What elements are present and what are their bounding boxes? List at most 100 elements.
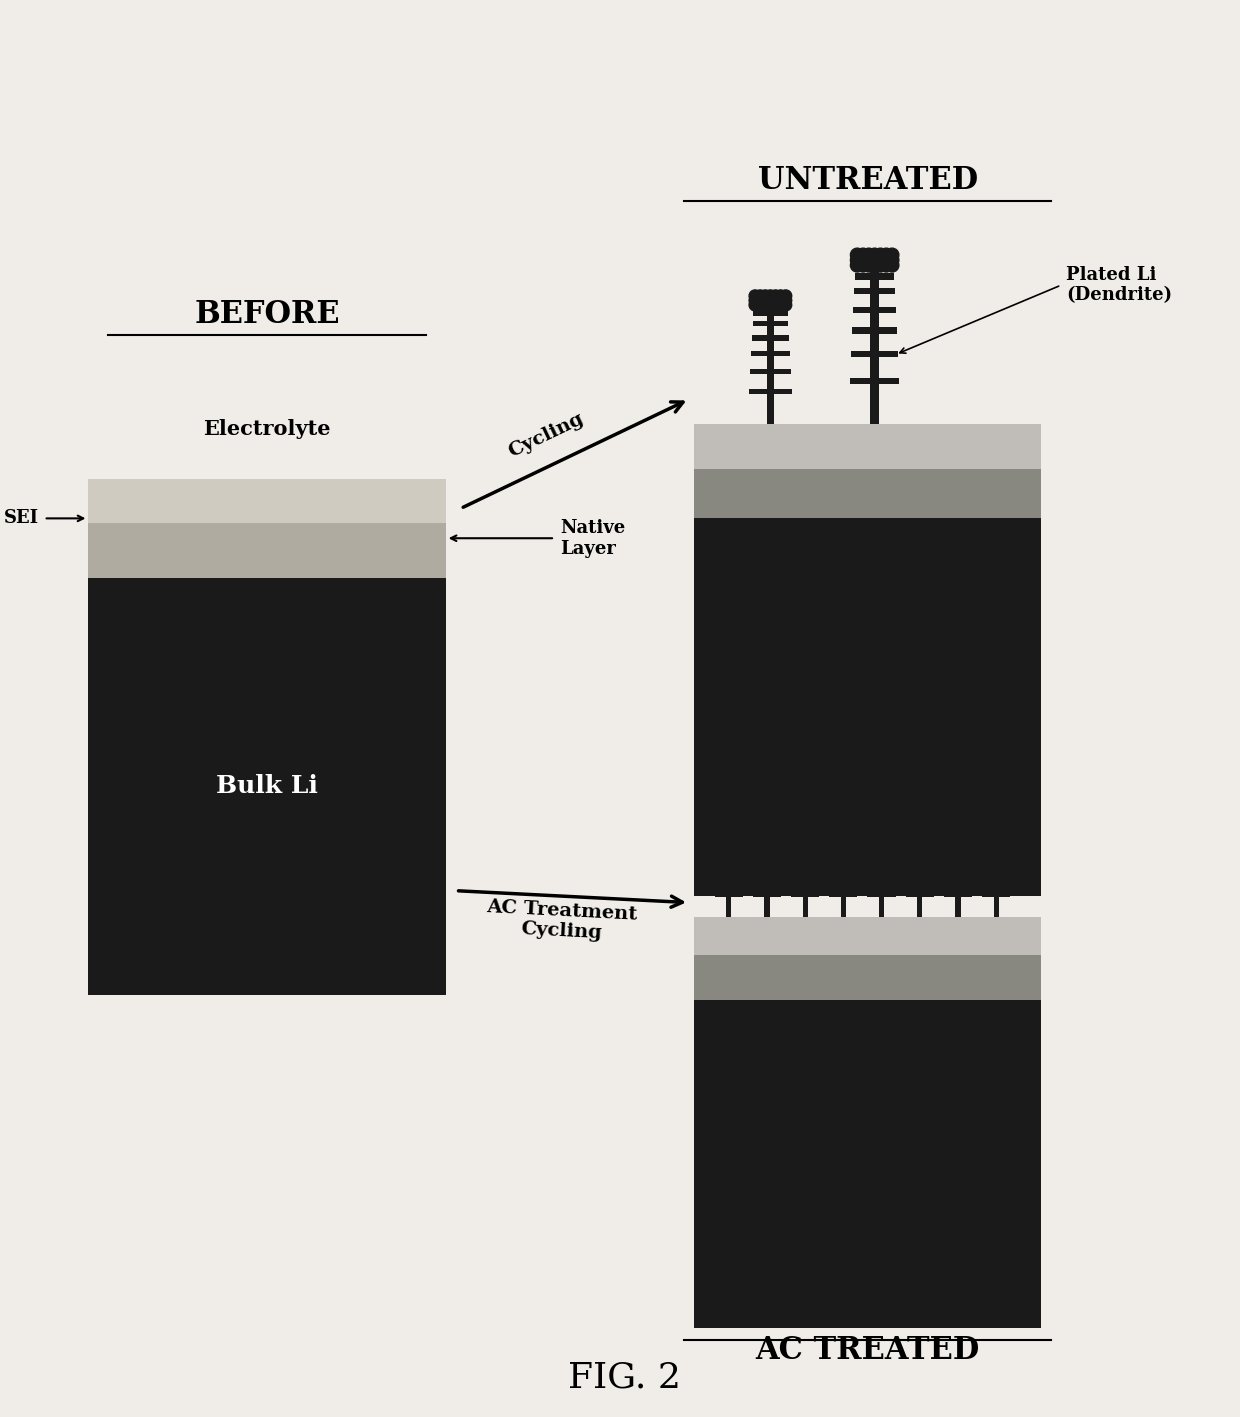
Bar <box>830 876 841 880</box>
Bar <box>852 327 870 333</box>
Circle shape <box>911 843 920 853</box>
Circle shape <box>763 843 771 853</box>
Bar <box>853 307 870 313</box>
Circle shape <box>835 843 844 853</box>
Bar <box>983 862 993 866</box>
Bar <box>770 862 780 866</box>
Circle shape <box>885 248 899 262</box>
Bar <box>879 847 884 917</box>
Circle shape <box>808 843 817 853</box>
Bar <box>961 893 972 897</box>
Bar <box>851 351 870 357</box>
Bar <box>770 852 780 854</box>
Bar <box>999 876 1009 880</box>
Bar <box>732 876 743 880</box>
Bar <box>983 852 993 854</box>
Bar <box>868 876 879 880</box>
Bar <box>846 893 858 897</box>
Bar <box>694 469 1042 519</box>
Bar <box>849 378 870 384</box>
Bar <box>694 955 1042 1000</box>
Circle shape <box>754 290 766 302</box>
Circle shape <box>749 290 761 302</box>
Bar <box>906 862 918 866</box>
Bar <box>918 847 923 917</box>
Circle shape <box>862 254 875 266</box>
Bar <box>714 893 727 897</box>
Bar <box>999 852 1009 854</box>
Circle shape <box>985 840 993 849</box>
Bar <box>961 876 972 880</box>
Bar <box>766 305 774 424</box>
Bar <box>846 852 856 854</box>
Text: FIG. 2: FIG. 2 <box>568 1360 681 1394</box>
Circle shape <box>720 843 729 853</box>
Bar <box>753 310 766 316</box>
Circle shape <box>801 840 810 849</box>
Circle shape <box>843 843 852 853</box>
Bar <box>879 351 898 357</box>
Circle shape <box>950 843 959 853</box>
Bar <box>749 388 766 394</box>
Circle shape <box>838 840 848 849</box>
Circle shape <box>885 843 894 853</box>
Circle shape <box>717 840 725 849</box>
Bar <box>754 876 764 880</box>
Bar <box>945 876 956 880</box>
Circle shape <box>954 843 962 853</box>
Bar <box>732 862 742 866</box>
Circle shape <box>720 840 729 849</box>
Circle shape <box>797 843 806 853</box>
Circle shape <box>775 299 786 310</box>
Bar <box>88 578 445 995</box>
Bar <box>870 265 879 424</box>
Circle shape <box>923 843 932 853</box>
Text: Native
Layer: Native Layer <box>560 519 625 558</box>
Circle shape <box>749 299 761 310</box>
Circle shape <box>808 840 817 849</box>
Bar <box>923 876 934 880</box>
Circle shape <box>724 840 733 849</box>
Bar <box>831 862 841 866</box>
Bar <box>854 288 870 293</box>
Circle shape <box>770 840 779 849</box>
Circle shape <box>770 295 781 306</box>
Bar <box>732 893 743 897</box>
Circle shape <box>911 840 920 849</box>
Bar <box>715 876 727 880</box>
Circle shape <box>759 843 768 853</box>
Text: Cycling: Cycling <box>506 410 587 462</box>
Text: Bulk Li: Bulk Li <box>216 775 317 798</box>
Circle shape <box>874 258 888 272</box>
Bar <box>774 351 790 356</box>
Text: Electrolyte: Electrolyte <box>203 419 331 439</box>
Bar <box>999 862 1009 866</box>
Bar <box>869 852 879 854</box>
Circle shape <box>732 843 742 853</box>
Bar <box>770 893 781 897</box>
Bar <box>905 893 918 897</box>
Bar <box>956 847 961 917</box>
Text: UNTREATED: UNTREATED <box>758 164 978 196</box>
Circle shape <box>885 258 899 272</box>
Circle shape <box>724 843 733 853</box>
Circle shape <box>879 254 893 266</box>
Circle shape <box>851 258 864 272</box>
Bar <box>807 893 820 897</box>
Circle shape <box>879 248 893 262</box>
Bar <box>694 1000 1042 1328</box>
Circle shape <box>961 840 970 849</box>
Circle shape <box>766 843 775 853</box>
Circle shape <box>770 843 779 853</box>
Circle shape <box>805 840 813 849</box>
Bar <box>807 876 818 880</box>
Circle shape <box>880 840 890 849</box>
Bar <box>879 288 895 293</box>
Text: AC Treatment
Cycling: AC Treatment Cycling <box>485 898 637 944</box>
Bar <box>750 368 766 374</box>
Bar <box>923 893 934 897</box>
Bar <box>727 847 732 917</box>
Circle shape <box>775 295 786 306</box>
Circle shape <box>831 843 841 853</box>
Bar <box>868 862 879 866</box>
